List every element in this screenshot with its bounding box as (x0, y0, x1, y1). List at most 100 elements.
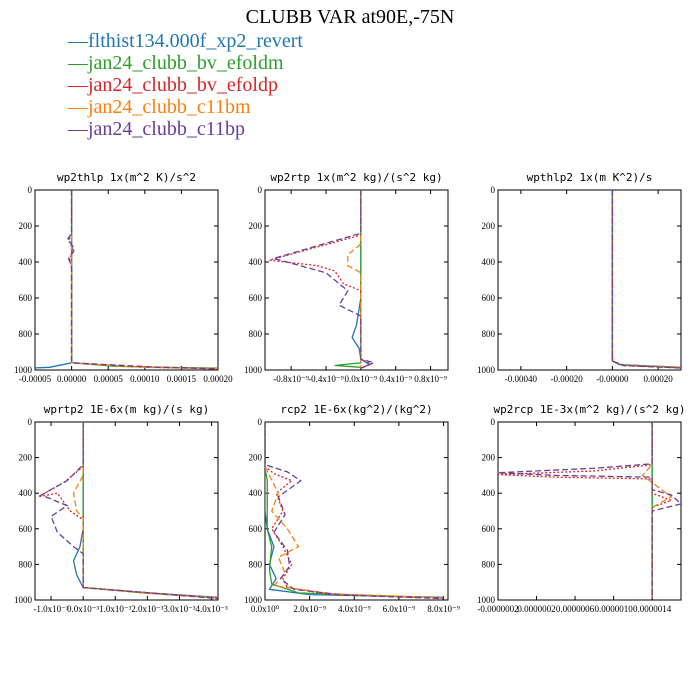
y-tick-label: 400 (482, 488, 496, 498)
y-tick-label: 200 (19, 221, 33, 231)
series-line (611, 190, 681, 369)
panel-title: wprtp2 1E-6x(m kg)/(s kg) (44, 403, 210, 416)
y-tick-label: 600 (249, 293, 263, 303)
series-line (334, 190, 362, 368)
y-tick-label: 0 (258, 185, 263, 195)
y-tick-label: 200 (19, 453, 33, 463)
series-line (39, 422, 218, 600)
x-tick-label: 6.0x10⁻⁹ (383, 604, 416, 614)
series-line (265, 422, 444, 599)
legend-item: —flthist134.000f_xp2_revert (68, 30, 303, 52)
series-line (347, 190, 362, 369)
y-tick-label: 0 (28, 417, 33, 427)
series-line (265, 422, 444, 600)
legend-label: jan24_clubb_c11bm (88, 96, 251, 118)
y-tick-label: 800 (19, 559, 33, 569)
series-line (269, 190, 373, 369)
series-line (82, 422, 218, 599)
x-tick-label: 0.0x10⁻³ (67, 604, 100, 614)
legend-label: jan24_clubb_c11bp (88, 118, 246, 140)
plot-frame (497, 189, 682, 371)
series-line (67, 190, 218, 370)
legend-item: —jan24_clubb_bv_efoldp (68, 74, 303, 96)
y-tick-label: 600 (482, 524, 496, 534)
series-line (35, 190, 73, 369)
y-tick-label: 0 (491, 185, 496, 195)
legend-item: —jan24_clubb_c11bp (68, 118, 303, 140)
y-tick-label: 600 (19, 293, 33, 303)
y-tick-label: 800 (249, 559, 263, 569)
series-line (611, 190, 681, 368)
y-tick-label: 400 (249, 257, 263, 267)
legend-label: jan24_clubb_bv_efoldm (88, 52, 284, 74)
x-tick-label: -0.00005 (19, 374, 52, 384)
chart-panel: wprtp2 1E-6x(m kg)/(s kg) 0 200 400 600 800 10… (14, 403, 228, 614)
y-tick-label: 1000 (244, 365, 263, 375)
legend-label: jan24_clubb_bv_efoldp (88, 74, 278, 96)
chart-panel: wp2thlp 1x(m^2 K)/s^2 0 200 400 600 800 1000-0… (14, 171, 233, 384)
x-tick-label: 0.8x10⁻⁹ (414, 374, 447, 384)
chart-panel: rcp2 1E-6x(kg^2)/(kg^2) 0 200 400 600 800 1000… (244, 403, 460, 614)
x-tick-label: 0.0x10⁰ (251, 604, 280, 614)
series-line (498, 422, 681, 599)
series-line (611, 190, 681, 369)
x-tick-label: -0.0000002 (477, 604, 518, 614)
panel-title: wp2thlp 1x(m^2 K)/s^2 (57, 171, 196, 184)
x-tick-label: 2.0x10⁻⁹ (293, 604, 326, 614)
x-tick-label: 0.00020 (644, 374, 674, 384)
x-tick-label: 0.0000006 (556, 604, 595, 614)
plot-frame (264, 421, 449, 601)
y-tick-label: 400 (19, 257, 33, 267)
chart-panel: wp2rcp 1E-3x(m^2 kg)/(s^2 kg)0 200 400 600 8… (477, 403, 686, 614)
series-line (351, 190, 371, 369)
legend-label: flthist134.000f_xp2_revert (88, 30, 303, 52)
series-line (265, 422, 444, 599)
y-tick-label: 600 (19, 524, 33, 534)
plot-frame (264, 189, 449, 371)
series-line (72, 422, 218, 599)
legend-item: —jan24_clubb_c11bm (68, 96, 303, 118)
y-tick-label: 800 (482, 329, 496, 339)
series-line (611, 190, 681, 369)
series-line (70, 190, 218, 370)
y-tick-label: 800 (249, 329, 263, 339)
x-tick-label: 0.00000 (57, 374, 87, 384)
panel-title: wp2rtp 1x(m^2 kg)/(s^2 kg) (270, 171, 442, 184)
x-tick-label: 4.0x10⁻³ (195, 604, 228, 614)
y-tick-label: 400 (249, 488, 263, 498)
plot-frame (34, 189, 219, 371)
plot-frame (34, 421, 219, 601)
y-tick-label: 600 (482, 293, 496, 303)
y-tick-label: 1000 (477, 595, 496, 605)
series-line (70, 190, 218, 369)
x-tick-label: 3.0x10⁻³ (163, 604, 196, 614)
x-tick-label: 0.00020 (203, 374, 233, 384)
x-tick-label: 2.0x10⁻³ (131, 604, 164, 614)
series-line (265, 422, 422, 598)
y-tick-label: 1000 (244, 595, 263, 605)
x-tick-label: -0.4x10⁻⁹ (308, 374, 344, 384)
y-tick-label: 1000 (14, 365, 33, 375)
y-tick-label: 0 (491, 417, 496, 427)
plot-frame (497, 421, 682, 601)
y-tick-label: 0 (28, 185, 33, 195)
x-tick-label: 1.0x10⁻³ (99, 604, 132, 614)
y-tick-label: 1000 (477, 365, 496, 375)
series-line (37, 422, 218, 599)
legend-item: —jan24_clubb_bv_efoldm (68, 52, 303, 74)
y-tick-label: 600 (249, 524, 263, 534)
legend: —flthist134.000f_xp2_revert —jan24_clubb… (68, 30, 303, 140)
y-tick-label: 200 (249, 221, 263, 231)
x-tick-label: 4.0x10⁻⁹ (338, 604, 371, 614)
x-tick-label: 0.00015 (167, 374, 197, 384)
x-tick-label: -0.00020 (551, 374, 584, 384)
y-tick-label: 400 (19, 488, 33, 498)
y-tick-label: 1000 (14, 595, 33, 605)
series-line (641, 422, 673, 599)
y-tick-label: 200 (249, 453, 263, 463)
panel-title: wp2rcp 1E-3x(m^2 kg)/(s^2 kg) (493, 403, 685, 416)
x-tick-label: -0.8x10⁻⁹ (273, 374, 309, 384)
y-tick-label: 400 (482, 257, 496, 267)
x-tick-label: -1.0x10⁻³ (33, 604, 68, 614)
